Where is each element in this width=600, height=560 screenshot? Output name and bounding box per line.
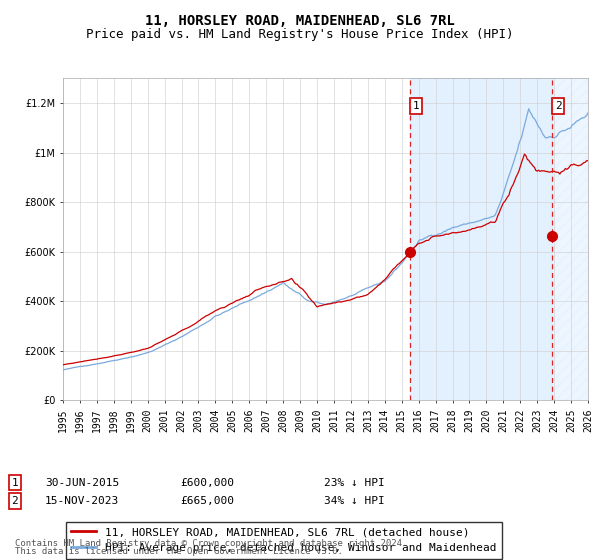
Text: 2: 2 (554, 101, 562, 111)
Text: 15-NOV-2023: 15-NOV-2023 (45, 496, 119, 506)
Bar (552, 78, 588, 400)
Bar (410, 78, 552, 400)
Text: Price paid vs. HM Land Registry's House Price Index (HPI): Price paid vs. HM Land Registry's House … (86, 28, 514, 41)
Text: 11, HORSLEY ROAD, MAIDENHEAD, SL6 7RL: 11, HORSLEY ROAD, MAIDENHEAD, SL6 7RL (145, 14, 455, 28)
Text: 23% ↓ HPI: 23% ↓ HPI (324, 478, 385, 488)
Text: 1: 1 (413, 101, 419, 111)
Text: £600,000: £600,000 (180, 478, 234, 488)
Text: 34% ↓ HPI: 34% ↓ HPI (324, 496, 385, 506)
Text: Contains HM Land Registry data © Crown copyright and database right 2024.: Contains HM Land Registry data © Crown c… (15, 539, 407, 548)
Text: £665,000: £665,000 (180, 496, 234, 506)
Text: This data is licensed under the Open Government Licence v3.0.: This data is licensed under the Open Gov… (15, 547, 343, 556)
Text: 2: 2 (11, 496, 19, 506)
Text: 1: 1 (11, 478, 19, 488)
Text: 30-JUN-2015: 30-JUN-2015 (45, 478, 119, 488)
Legend: 11, HORSLEY ROAD, MAIDENHEAD, SL6 7RL (detached house), HPI: Average price, deta: 11, HORSLEY ROAD, MAIDENHEAD, SL6 7RL (d… (66, 522, 502, 559)
